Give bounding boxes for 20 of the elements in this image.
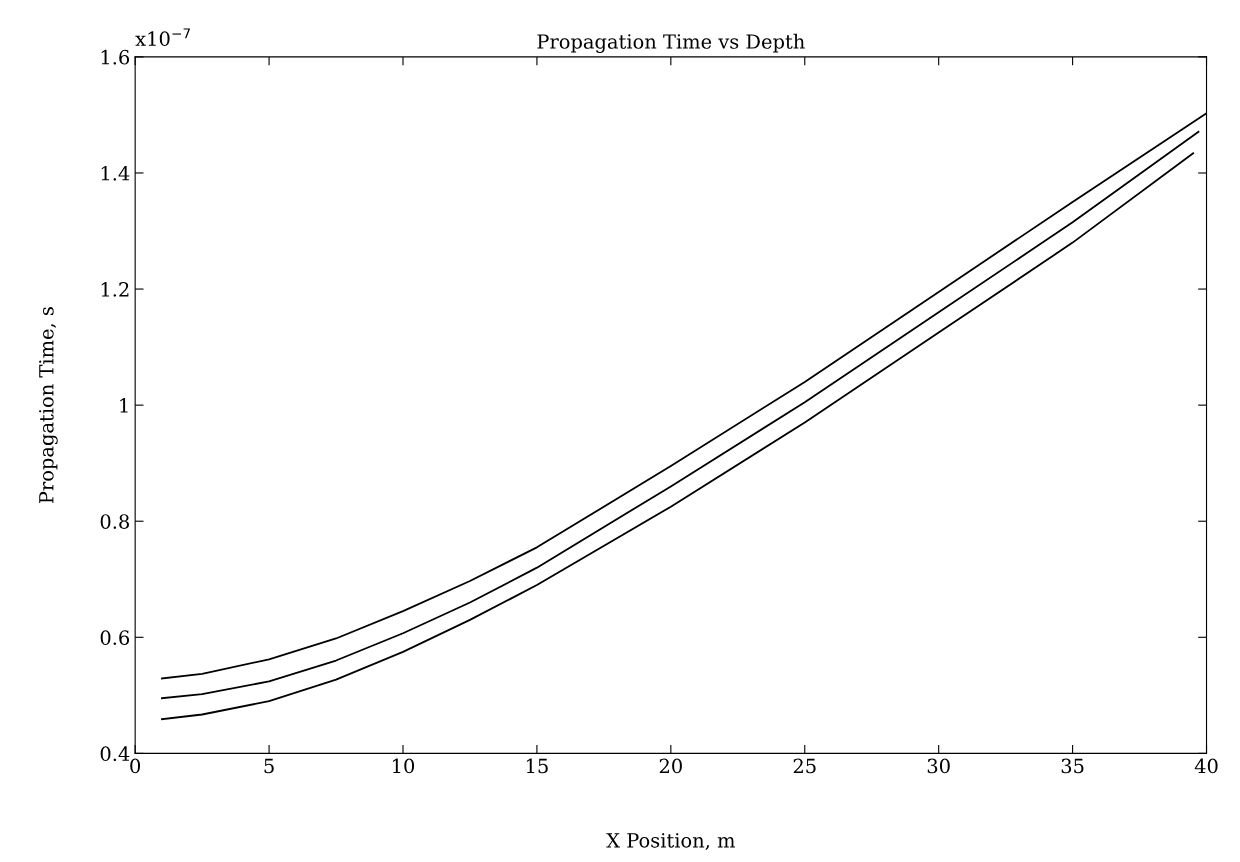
x-tick-label: 5: [264, 758, 274, 774]
y-tick-label: 1.6: [101, 49, 130, 65]
x-tick-label: 30: [927, 758, 950, 774]
y-tick-label: 0.6: [100, 630, 130, 645]
x-tick-label: 35: [1061, 758, 1084, 774]
x-tick-label: 15: [526, 758, 548, 774]
y-tick-label: 0.4: [100, 746, 130, 762]
x-tick-label: 10: [393, 758, 415, 774]
y-tick-label: 1.4: [101, 165, 130, 181]
y-tick-label: 1.2: [101, 282, 129, 297]
x-tick-label: 0: [130, 758, 141, 774]
x-axis-title: X Position, m: [606, 833, 735, 851]
x-tick-label: 20: [659, 758, 682, 774]
y-tick-label: 0.8: [100, 514, 129, 529]
chart-title: Propagation Time vs Depth: [537, 33, 805, 53]
x-tick-label: 25: [793, 758, 816, 774]
text: x10$^{−7}$: [135, 28, 190, 47]
y-axis-title: Propagation Time, s: [39, 307, 58, 504]
y-tick-label: 1: [120, 398, 128, 413]
x-tick-label: 40: [1194, 758, 1218, 774]
